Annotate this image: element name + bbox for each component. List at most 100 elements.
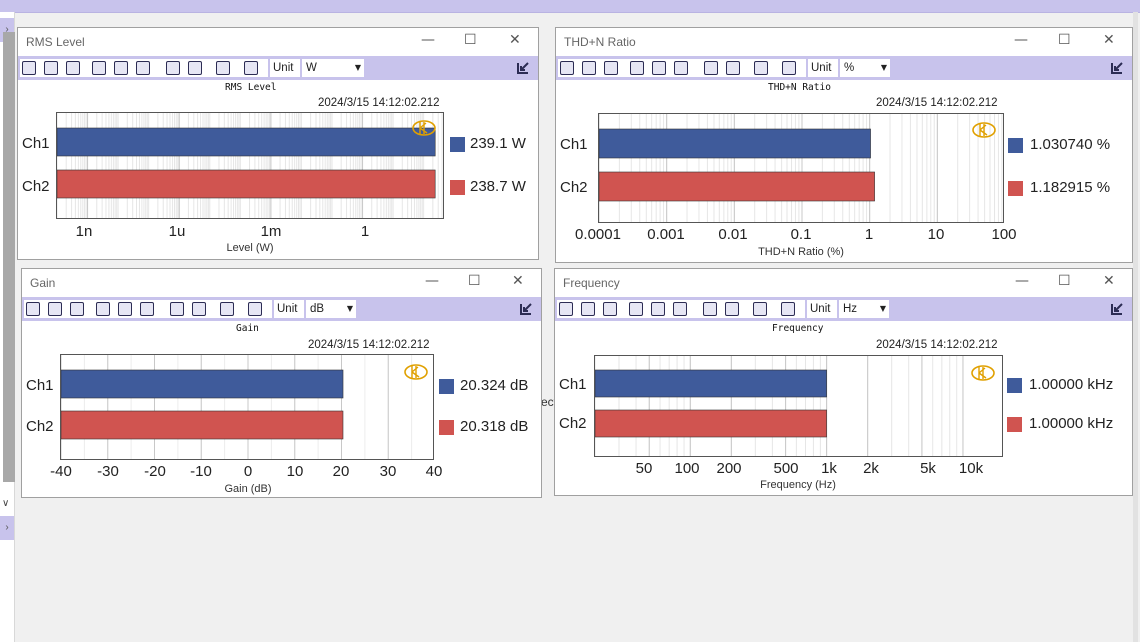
- chart-type-icon[interactable]: [726, 61, 740, 75]
- freq-minimize-button[interactable]: —: [1015, 273, 1029, 289]
- rms-title-bar[interactable]: RMS Level — ☐ ✕: [18, 28, 538, 56]
- fit-icon[interactable]: [673, 302, 687, 316]
- bar-ch2: [61, 410, 344, 440]
- freq-maximize-button[interactable]: ☐: [1058, 273, 1071, 289]
- rms-close-button[interactable]: ✕: [509, 32, 521, 48]
- settings-icon[interactable]: [248, 302, 262, 316]
- freq-ch1-label: Ch1: [559, 376, 587, 393]
- left-dock-strip: › ∨ ›: [0, 12, 15, 642]
- scroll-down-icon[interactable]: ∨: [2, 498, 10, 509]
- thd-ch1-value: 1.030740 %: [1030, 136, 1111, 153]
- bar-ch2: [599, 171, 875, 202]
- thd-tick-label: 1: [864, 226, 874, 243]
- rms-unit-label: Unit: [270, 59, 300, 77]
- fit-icon[interactable]: [136, 61, 150, 75]
- rms-ch1-label: Ch1: [22, 135, 50, 152]
- gain-unit-select[interactable]: dB ▼: [306, 300, 356, 318]
- left-scrollbar[interactable]: [3, 32, 15, 482]
- fit-icon[interactable]: [674, 61, 688, 75]
- thd-tick-label: 100: [991, 226, 1017, 243]
- thd-close-button[interactable]: ✕: [1103, 32, 1115, 48]
- rms-ch2-value: 238.7 W: [470, 178, 526, 195]
- zoom-icon[interactable]: [92, 61, 106, 75]
- rms-ch1-legend-swatch: [450, 137, 465, 152]
- function-icon[interactable]: [220, 302, 234, 316]
- table-icon[interactable]: [166, 61, 180, 75]
- rms-tick-label: 1n: [75, 223, 93, 240]
- gain-minimize-button[interactable]: —: [425, 273, 439, 289]
- undock-icon[interactable]: [1110, 61, 1124, 75]
- chevron-down-icon: ▼: [880, 63, 887, 72]
- thd-unit-label: Unit: [808, 59, 838, 77]
- rms-minimize-button[interactable]: —: [421, 32, 435, 48]
- settings-icon[interactable]: [782, 61, 796, 75]
- thd-bar-chart: [599, 114, 1003, 222]
- save-as-icon[interactable]: [582, 61, 596, 75]
- thd-maximize-button[interactable]: ☐: [1058, 32, 1071, 48]
- rms-unit-select[interactable]: W ▼: [302, 59, 364, 77]
- settings-icon[interactable]: [781, 302, 795, 316]
- gain-toolbar: Unit dB ▼: [22, 297, 541, 321]
- chart-type-icon[interactable]: [725, 302, 739, 316]
- table-icon[interactable]: [704, 61, 718, 75]
- bar-ch1: [599, 128, 871, 159]
- thd-title-bar[interactable]: THD+N Ratio — ☐ ✕: [556, 28, 1132, 56]
- pan-icon[interactable]: [114, 61, 128, 75]
- freq-title-bar[interactable]: Frequency — ☐ ✕: [555, 269, 1132, 297]
- rms-plot-area: [56, 112, 444, 219]
- right-scrollbar[interactable]: [1133, 12, 1138, 642]
- undock-icon[interactable]: [519, 302, 533, 316]
- save-as-icon[interactable]: [581, 302, 595, 316]
- pan-icon[interactable]: [651, 302, 665, 316]
- pan-icon[interactable]: [652, 61, 666, 75]
- zoom-icon[interactable]: [630, 61, 644, 75]
- thd-unit-select[interactable]: % ▼: [840, 59, 890, 77]
- freq-close-button[interactable]: ✕: [1103, 273, 1115, 289]
- print-icon[interactable]: [66, 61, 80, 75]
- zoom-icon[interactable]: [96, 302, 110, 316]
- save-as-icon[interactable]: [48, 302, 62, 316]
- background-text-fragment: ect: [541, 395, 558, 409]
- save-icon[interactable]: [559, 302, 573, 316]
- thd-tick-label: 0.0001: [575, 226, 621, 243]
- save-icon[interactable]: [26, 302, 40, 316]
- thd-x-axis-label: THD+N Ratio (%): [758, 246, 844, 258]
- print-icon[interactable]: [70, 302, 84, 316]
- table-icon[interactable]: [170, 302, 184, 316]
- gain-title-bar[interactable]: Gain — ☐ ✕: [22, 269, 541, 297]
- function-icon[interactable]: [754, 61, 768, 75]
- rms-maximize-button[interactable]: ☐: [464, 32, 477, 48]
- save-icon[interactable]: [560, 61, 574, 75]
- undock-icon[interactable]: [1110, 302, 1124, 316]
- chevron-down-icon: ▼: [354, 63, 361, 72]
- print-icon[interactable]: [604, 61, 618, 75]
- thd-ch2-value: 1.182915 %: [1030, 179, 1111, 196]
- function-icon[interactable]: [216, 61, 230, 75]
- rms-bar-chart: [57, 113, 443, 218]
- pan-icon[interactable]: [118, 302, 132, 316]
- save-icon[interactable]: [22, 61, 36, 75]
- gain-maximize-button[interactable]: ☐: [468, 273, 481, 289]
- dock-pin-bottom[interactable]: ›: [0, 516, 14, 540]
- settings-icon[interactable]: [244, 61, 258, 75]
- gain-plot-area: [60, 354, 434, 460]
- thd-tick-label: 0.1: [790, 226, 812, 243]
- freq-unit-select[interactable]: Hz ▼: [839, 300, 889, 318]
- thd-minimize-button[interactable]: —: [1014, 32, 1028, 48]
- zoom-icon[interactable]: [629, 302, 643, 316]
- chart-type-icon[interactable]: [192, 302, 206, 316]
- undock-icon[interactable]: [516, 61, 530, 75]
- chart-type-icon[interactable]: [188, 61, 202, 75]
- gain-ch1-label: Ch1: [26, 377, 54, 394]
- save-as-icon[interactable]: [44, 61, 58, 75]
- print-icon[interactable]: [603, 302, 617, 316]
- rms-toolbar: Unit W ▼: [18, 56, 538, 80]
- gain-close-button[interactable]: ✕: [512, 273, 524, 289]
- fit-icon[interactable]: [140, 302, 154, 316]
- gain-tick-label: 30: [379, 463, 397, 480]
- table-icon[interactable]: [703, 302, 717, 316]
- gain-tick-label: 10: [286, 463, 304, 480]
- freq-tick-label: 100: [674, 460, 700, 477]
- function-icon[interactable]: [753, 302, 767, 316]
- gain-tick-label: 20: [332, 463, 350, 480]
